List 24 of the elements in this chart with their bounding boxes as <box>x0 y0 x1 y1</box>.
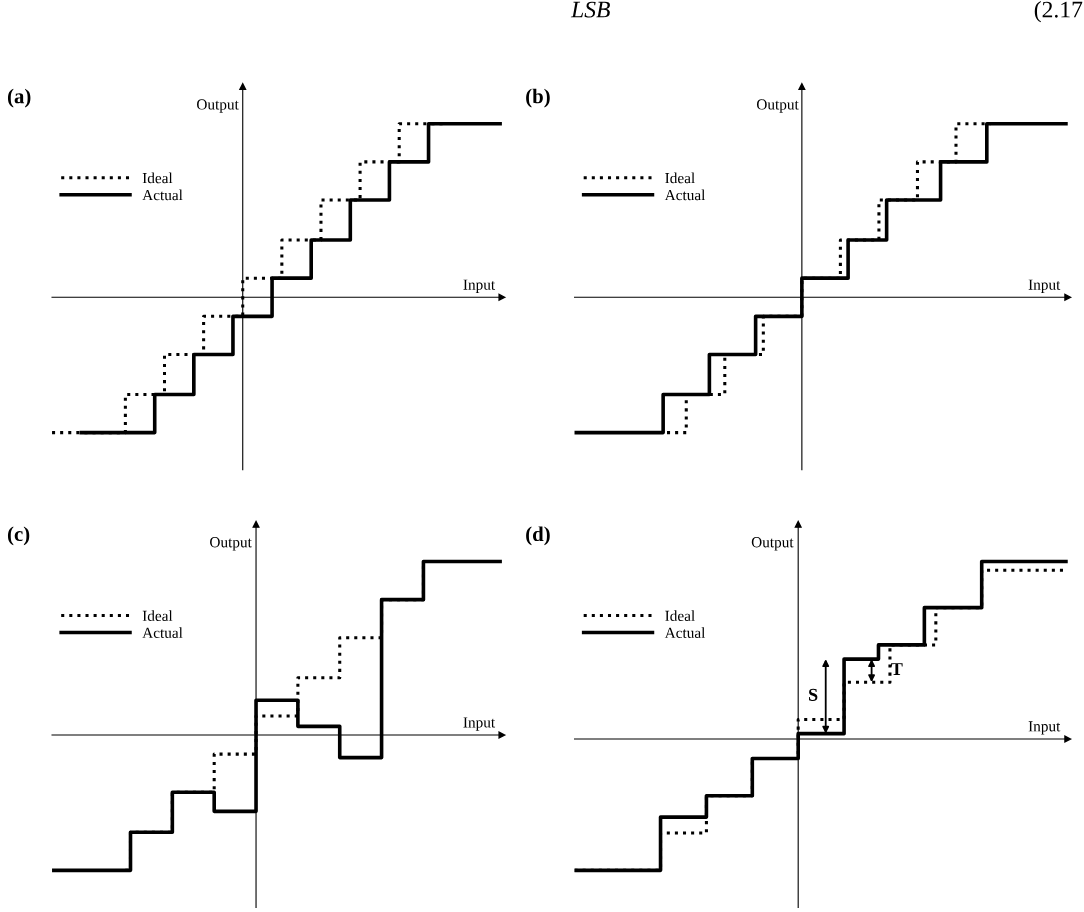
legend-label: Ideal <box>142 610 173 622</box>
y-axis-title: Output <box>751 537 794 551</box>
y-axis-title: Output <box>197 99 239 113</box>
legend-label: Actual <box>142 627 183 639</box>
annotation: T <box>891 663 903 675</box>
legend-label: Ideal <box>665 172 695 184</box>
x-axis-title: Input <box>1028 279 1061 293</box>
y-axis-title: Output <box>210 537 252 551</box>
x-axis-title: Input <box>463 717 496 731</box>
chart-title: (a) <box>7 88 31 108</box>
legend-label: Actual <box>664 627 706 639</box>
chart-title: (b) <box>526 88 550 108</box>
y-axis-title: Output <box>756 99 799 113</box>
chart-title: (d) <box>526 526 550 546</box>
x-axis-title: Input <box>463 279 496 293</box>
legend-label: Actual <box>664 189 706 201</box>
text: (2.17 <box>1034 0 1083 23</box>
text: LSB <box>570 1 610 18</box>
annotation: S <box>809 688 818 701</box>
legend-label: Actual <box>142 189 183 201</box>
legend-label: Ideal <box>142 172 173 184</box>
chart-title: (c) <box>7 526 30 546</box>
x-axis-title: Input <box>1028 721 1061 735</box>
legend-label: Ideal <box>665 610 695 622</box>
